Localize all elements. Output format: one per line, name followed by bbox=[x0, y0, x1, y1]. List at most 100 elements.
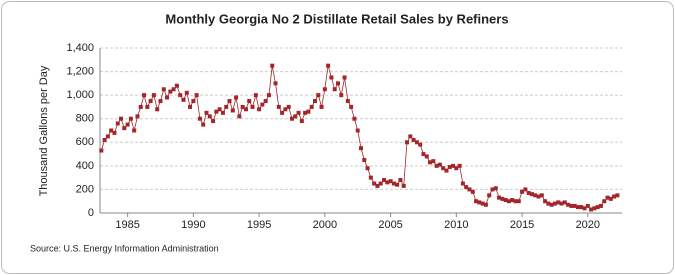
data-point bbox=[161, 87, 166, 92]
data-point bbox=[211, 119, 216, 124]
data-point bbox=[431, 159, 436, 164]
data-point bbox=[322, 87, 327, 92]
data-point bbox=[401, 183, 406, 188]
data-point bbox=[194, 93, 199, 98]
data-point bbox=[326, 63, 331, 68]
data-point bbox=[296, 110, 301, 115]
data-point bbox=[566, 202, 571, 207]
data-point bbox=[201, 122, 206, 127]
data-point bbox=[207, 114, 212, 119]
y-tick-label: 1,400 bbox=[66, 42, 94, 54]
data-point bbox=[365, 166, 370, 171]
data-point bbox=[135, 114, 140, 119]
data-point bbox=[263, 99, 268, 104]
data-point bbox=[293, 114, 298, 119]
data-point bbox=[526, 190, 531, 195]
data-point bbox=[454, 166, 459, 171]
chart-title: Monthly Georgia No 2 Distillate Retail S… bbox=[165, 11, 508, 26]
data-point bbox=[474, 199, 479, 204]
data-point bbox=[227, 99, 232, 104]
data-point bbox=[316, 93, 321, 98]
data-point bbox=[309, 104, 314, 109]
data-point bbox=[575, 205, 580, 210]
data-point bbox=[483, 202, 488, 207]
data-point bbox=[424, 154, 429, 159]
data-point bbox=[125, 122, 130, 127]
data-point bbox=[191, 99, 196, 104]
data-point bbox=[155, 107, 160, 112]
data-point bbox=[595, 205, 600, 210]
data-point bbox=[171, 87, 176, 92]
data-point bbox=[467, 187, 472, 192]
data-point bbox=[372, 181, 377, 186]
data-point bbox=[99, 148, 104, 153]
data-point bbox=[569, 203, 574, 208]
data-point bbox=[543, 199, 548, 204]
data-point bbox=[257, 107, 262, 112]
data-point bbox=[329, 75, 334, 80]
data-point bbox=[562, 200, 567, 205]
data-point bbox=[286, 104, 291, 109]
data-point bbox=[349, 104, 354, 109]
data-point bbox=[158, 99, 163, 104]
data-point bbox=[572, 203, 577, 208]
data-point bbox=[247, 99, 252, 104]
data-point bbox=[306, 109, 311, 114]
data-point bbox=[339, 93, 344, 98]
x-tick-label: 2020 bbox=[576, 219, 600, 231]
data-point bbox=[552, 201, 557, 206]
data-point bbox=[289, 116, 294, 121]
data-point bbox=[388, 179, 393, 184]
data-point bbox=[582, 206, 587, 211]
data-point bbox=[533, 193, 538, 198]
data-point bbox=[234, 95, 239, 100]
data-point bbox=[602, 199, 607, 204]
data-point bbox=[559, 201, 564, 206]
data-point bbox=[480, 201, 485, 206]
data-point bbox=[181, 97, 186, 102]
x-tick-label: 1995 bbox=[247, 219, 271, 231]
data-point bbox=[115, 121, 120, 126]
data-point bbox=[151, 93, 156, 98]
data-point bbox=[280, 110, 285, 115]
data-point bbox=[464, 185, 469, 190]
data-point bbox=[197, 116, 202, 121]
data-point bbox=[500, 196, 505, 201]
data-point bbox=[529, 192, 534, 197]
data-point bbox=[174, 83, 179, 88]
data-point bbox=[608, 196, 613, 201]
data-point bbox=[145, 104, 150, 109]
data-point bbox=[142, 93, 147, 98]
data-point bbox=[224, 104, 229, 109]
data-point bbox=[437, 162, 442, 167]
data-point bbox=[283, 107, 288, 112]
data-point bbox=[598, 203, 603, 208]
data-point bbox=[411, 137, 416, 142]
data-point bbox=[214, 109, 219, 114]
data-point bbox=[375, 183, 380, 188]
data-point bbox=[418, 142, 423, 147]
data-point bbox=[105, 134, 110, 139]
y-tick-label: 200 bbox=[76, 183, 94, 195]
data-point bbox=[102, 137, 107, 142]
data-point bbox=[497, 195, 502, 200]
x-tick-label: 2000 bbox=[313, 219, 337, 231]
data-point bbox=[382, 178, 387, 182]
data-point bbox=[451, 163, 456, 168]
data-point bbox=[523, 187, 528, 192]
y-tick-label: 600 bbox=[76, 136, 94, 148]
data-point bbox=[270, 63, 275, 68]
data-point bbox=[148, 99, 153, 104]
data-point bbox=[589, 207, 594, 212]
data-point bbox=[342, 75, 347, 80]
data-point bbox=[493, 186, 498, 191]
y-tick-label: 400 bbox=[76, 160, 94, 172]
data-point bbox=[579, 205, 584, 210]
data-point bbox=[240, 104, 245, 109]
data-point bbox=[536, 194, 541, 199]
x-tick-label: 2015 bbox=[510, 219, 534, 231]
data-point bbox=[299, 119, 304, 124]
data-point bbox=[230, 108, 235, 113]
